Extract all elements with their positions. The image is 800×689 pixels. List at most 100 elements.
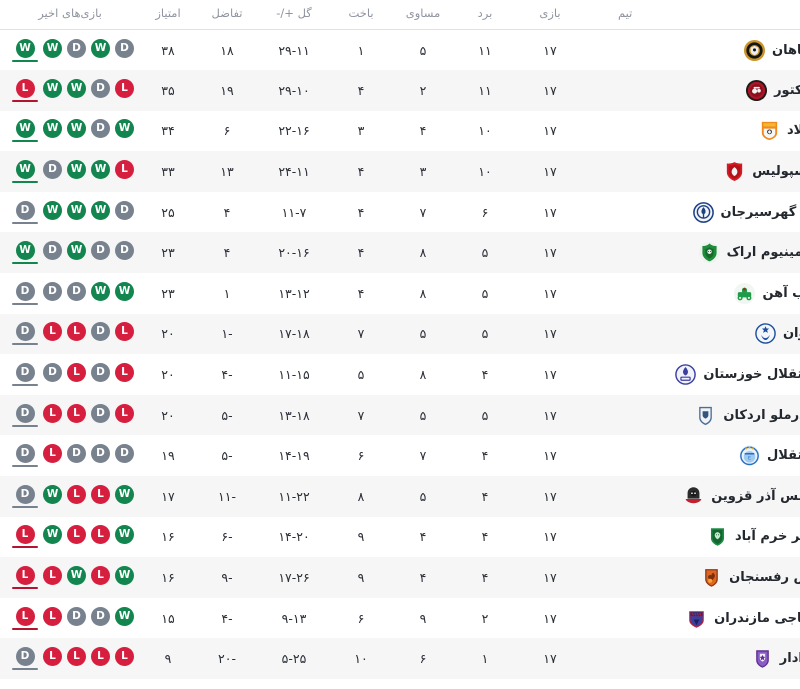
- form-badge-slot[interactable]: D: [23, 404, 42, 427]
- form-badge-slot[interactable]: D: [23, 79, 42, 102]
- table-row[interactable]: ۶ آلومینیوم اراک ۱۷ ۵ ۸ ۴ ۲۰-۱۶ ۴ ۲۳ DDWDW: [0, 232, 800, 273]
- form-badge-slot[interactable]: W: [47, 607, 66, 630]
- form-badge-slot[interactable]: L: [47, 647, 66, 670]
- form-badge-l[interactable]: L: [0, 525, 18, 544]
- team-cell[interactable]: چادرملو اردکان: [516, 395, 758, 436]
- table-row[interactable]: ۷ ذوب آهن ۱۷ ۵ ۸ ۴ ۱۳-۱۲ ۱ ۲۳ WWDDD: [0, 273, 800, 314]
- form-badge-slot[interactable]: D: [0, 607, 18, 630]
- table-row[interactable]: ۱۴ مس رفسنجان ۱۷ ۴ ۴ ۹ ۱۷-۲۶ -۹ ۱۶ WLWLL: [0, 557, 800, 598]
- team-cell[interactable]: فولاد: [516, 111, 758, 152]
- form-badge-w[interactable]: W: [0, 79, 18, 98]
- form-badge-slot[interactable]: W: [47, 119, 66, 142]
- form-badge-w[interactable]: W: [23, 201, 42, 220]
- form-badge-l[interactable]: L: [47, 647, 66, 666]
- form-badge-l[interactable]: L: [0, 404, 18, 423]
- form-badge-slot[interactable]: D: [23, 119, 42, 142]
- form-badge-d[interactable]: D: [23, 79, 42, 98]
- form-badge-w[interactable]: W: [0, 119, 18, 138]
- form-badge-l[interactable]: L: [0, 647, 18, 666]
- form-badge-slot[interactable]: L: [23, 566, 42, 589]
- form-badge-slot[interactable]: D: [0, 282, 18, 305]
- form-badge-l[interactable]: L: [0, 322, 18, 341]
- form-badge-l[interactable]: L: [23, 566, 42, 585]
- column-header-team[interactable]: تیم: [516, 0, 758, 30]
- form-badge-l[interactable]: L: [47, 363, 66, 382]
- form-badge-slot[interactable]: D: [0, 39, 18, 62]
- form-badge-w[interactable]: W: [0, 241, 18, 260]
- column-header-played[interactable]: بازی: [448, 0, 516, 30]
- form-badge-slot[interactable]: L: [0, 363, 18, 386]
- form-badge-slot[interactable]: D: [47, 444, 66, 467]
- form-badge-w[interactable]: W: [23, 160, 42, 179]
- form-badge-slot[interactable]: L: [0, 647, 18, 670]
- form-badge-slot[interactable]: W: [47, 485, 66, 508]
- form-badge-w[interactable]: W: [23, 39, 42, 58]
- form-badge-d[interactable]: D: [0, 282, 18, 301]
- team-cell[interactable]: سپاهان: [516, 30, 758, 71]
- table-row[interactable]: ۹ استقلال خوزستان ۱۷ ۴ ۸ ۵ ۱۱-۱۵ -۴ ۲۰ LDLDD: [0, 354, 800, 395]
- team-cell[interactable]: نساجی مازندران: [516, 598, 758, 639]
- form-badge-l[interactable]: L: [0, 363, 18, 382]
- form-badge-d[interactable]: D: [47, 241, 66, 260]
- form-badge-slot[interactable]: L: [23, 647, 42, 670]
- form-badge-w[interactable]: W: [47, 525, 66, 544]
- form-badge-d[interactable]: D: [47, 39, 66, 58]
- form-badge-slot[interactable]: L: [0, 485, 18, 508]
- team-cell[interactable]: ملوان: [516, 314, 758, 355]
- team-cell[interactable]: استقلال خوزستان: [516, 354, 758, 395]
- column-header-points[interactable]: امتیاز: [72, 0, 128, 30]
- form-badge-d[interactable]: D: [0, 607, 18, 626]
- table-row[interactable]: ۸ملوان۱۷۵۵۷۱۷-۱۸-۱۲۰LDLLD: [0, 314, 800, 355]
- table-row[interactable]: ۵ گل گهرسیرجان ۱۷ ۶ ۷ ۴ ۱۱-۷ ۴ ۲۵ DWWWD: [0, 192, 800, 233]
- form-badge-slot[interactable]: W: [47, 282, 66, 305]
- table-row[interactable]: ۱سپاهان۱۷۱۱۵۱۲۹-۱۱۱۸۳۸DWDWW: [0, 30, 800, 71]
- form-badge-slot[interactable]: L: [47, 322, 66, 345]
- table-row[interactable]: ۱۳ خیبر خرم آباد ۱۷ ۴ ۴ ۹ ۱۴-۲۰ -۶ ۱۶ WLLWL: [0, 517, 800, 558]
- team-cell[interactable]: تراکتور: [516, 70, 758, 111]
- form-badge-slot[interactable]: W: [0, 241, 18, 264]
- form-badge-d[interactable]: D: [0, 444, 18, 463]
- form-badge-slot[interactable]: L: [0, 525, 18, 548]
- form-badge-l[interactable]: L: [23, 647, 42, 666]
- form-badge-slot[interactable]: W: [23, 201, 42, 224]
- form-badge-slot[interactable]: L: [0, 322, 18, 345]
- form-badge-d[interactable]: D: [0, 39, 18, 58]
- form-badge-w[interactable]: W: [0, 566, 18, 585]
- form-badge-slot[interactable]: D: [47, 39, 66, 62]
- form-badge-l[interactable]: L: [47, 404, 66, 423]
- team-cell[interactable]: آلومینیوم اراک: [516, 232, 758, 273]
- form-badge-slot[interactable]: W: [0, 566, 18, 589]
- form-badge-slot[interactable]: W: [23, 39, 42, 62]
- team-cell[interactable]: ذوب آهن: [516, 273, 758, 314]
- form-badge-slot[interactable]: D: [23, 363, 42, 386]
- form-badge-slot[interactable]: D: [23, 241, 42, 264]
- team-cell[interactable]: شمس آذر قزوین: [516, 476, 758, 517]
- table-row[interactable]: ۴ پرسپولیس ۱۷ ۱۰ ۳ ۴ ۲۴-۱۱ ۱۳ ۳۳ LWWDW: [0, 151, 800, 192]
- team-cell[interactable]: گل گهرسیرجان: [516, 192, 758, 233]
- column-header-diff[interactable]: تفاضل: [128, 0, 190, 30]
- form-badge-l[interactable]: L: [23, 485, 42, 504]
- form-badge-slot[interactable]: D: [47, 201, 66, 224]
- form-badge-d[interactable]: D: [47, 201, 66, 220]
- team-cell[interactable]: هوادار: [516, 638, 758, 679]
- form-badge-l[interactable]: L: [0, 485, 18, 504]
- form-badge-slot[interactable]: L: [47, 404, 66, 427]
- form-badge-slot[interactable]: L: [47, 79, 66, 102]
- form-badge-slot[interactable]: W: [47, 525, 66, 548]
- form-badge-slot[interactable]: W: [23, 160, 42, 183]
- form-badge-slot[interactable]: D: [23, 444, 42, 467]
- form-badge-slot[interactable]: W: [0, 160, 18, 183]
- form-badge-slot[interactable]: W: [47, 566, 66, 589]
- form-badge-slot[interactable]: D: [0, 444, 18, 467]
- form-badge-w[interactable]: W: [47, 119, 66, 138]
- team-cell[interactable]: خیبر خرم آباد: [516, 517, 758, 558]
- form-badge-d[interactable]: D: [23, 322, 42, 341]
- form-badge-slot[interactable]: D: [47, 241, 66, 264]
- column-header-lost[interactable]: باخت: [262, 0, 324, 30]
- form-badge-w[interactable]: W: [23, 282, 42, 301]
- table-row[interactable]: ۱۶هوادار۱۷۱۶۱۰۵-۲۵-۲۰۹LLLLD: [0, 638, 800, 679]
- form-badge-l[interactable]: L: [47, 79, 66, 98]
- team-cell[interactable]: استقلال E: [516, 435, 758, 476]
- column-header-won[interactable]: برد: [386, 0, 448, 30]
- form-badge-d[interactable]: D: [23, 241, 42, 260]
